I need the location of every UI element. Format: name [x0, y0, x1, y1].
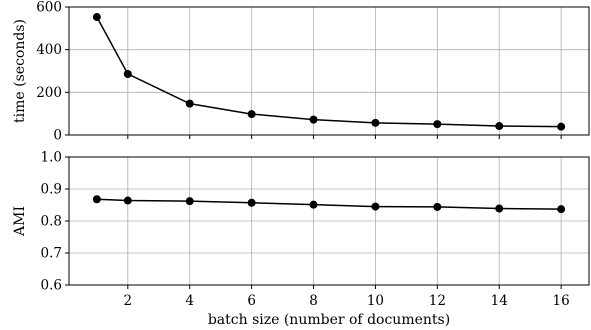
y-tick-label: 600: [36, 0, 62, 16]
x-tick-label: 4: [185, 293, 194, 309]
y-axis-label: time (seconds): [12, 19, 28, 123]
data-point: [92, 195, 101, 204]
data-point: [92, 13, 101, 22]
data-point: [185, 197, 194, 206]
y-tick-label: 0.6: [41, 278, 62, 294]
x-tick-label: 16: [553, 293, 570, 309]
x-axis-label: batch size (number of documents): [208, 312, 450, 328]
data-point: [185, 99, 194, 108]
y-tick-label: 0.9: [41, 182, 62, 198]
x-tick-label: 14: [491, 293, 508, 309]
data-point: [309, 200, 318, 209]
data-point: [433, 202, 442, 211]
y-axis-label: AMI: [12, 206, 28, 237]
data-point: [247, 110, 256, 119]
y-tick-label: 400: [36, 42, 62, 58]
y-tick-label: 0.7: [41, 246, 62, 262]
data-point: [557, 122, 566, 131]
data-point: [123, 69, 132, 78]
y-tick-label: 0: [53, 128, 62, 144]
data-point: [557, 205, 566, 214]
ami-panel: 0.6 0.7 0.8 0.9 1.0 2 4 6 8 10 12 14 16 AMI batch size…: [12, 150, 590, 328]
x-tick-label: 10: [367, 293, 384, 309]
data-point: [309, 115, 318, 124]
x-tick-label: 12: [429, 293, 446, 309]
data-point: [495, 204, 504, 213]
data-point: [247, 198, 256, 207]
data-point: [495, 122, 504, 131]
data-point: [371, 118, 380, 127]
x-tick-label: 2: [124, 293, 133, 309]
y-tick-label: 1.0: [41, 150, 62, 166]
data-point: [371, 202, 380, 211]
y-tick-label: 0.8: [41, 214, 62, 230]
time-panel: 0 200 400 600 time (seconds): [12, 0, 590, 144]
x-tick-label: 6: [247, 293, 256, 309]
data-point: [123, 196, 132, 205]
series-line: [96, 16, 562, 128]
data-point: [433, 120, 442, 129]
x-tick-label: 8: [309, 293, 318, 309]
plot-frame: [68, 6, 590, 136]
y-tick-label: 200: [36, 85, 62, 101]
series-line: [96, 198, 562, 210]
